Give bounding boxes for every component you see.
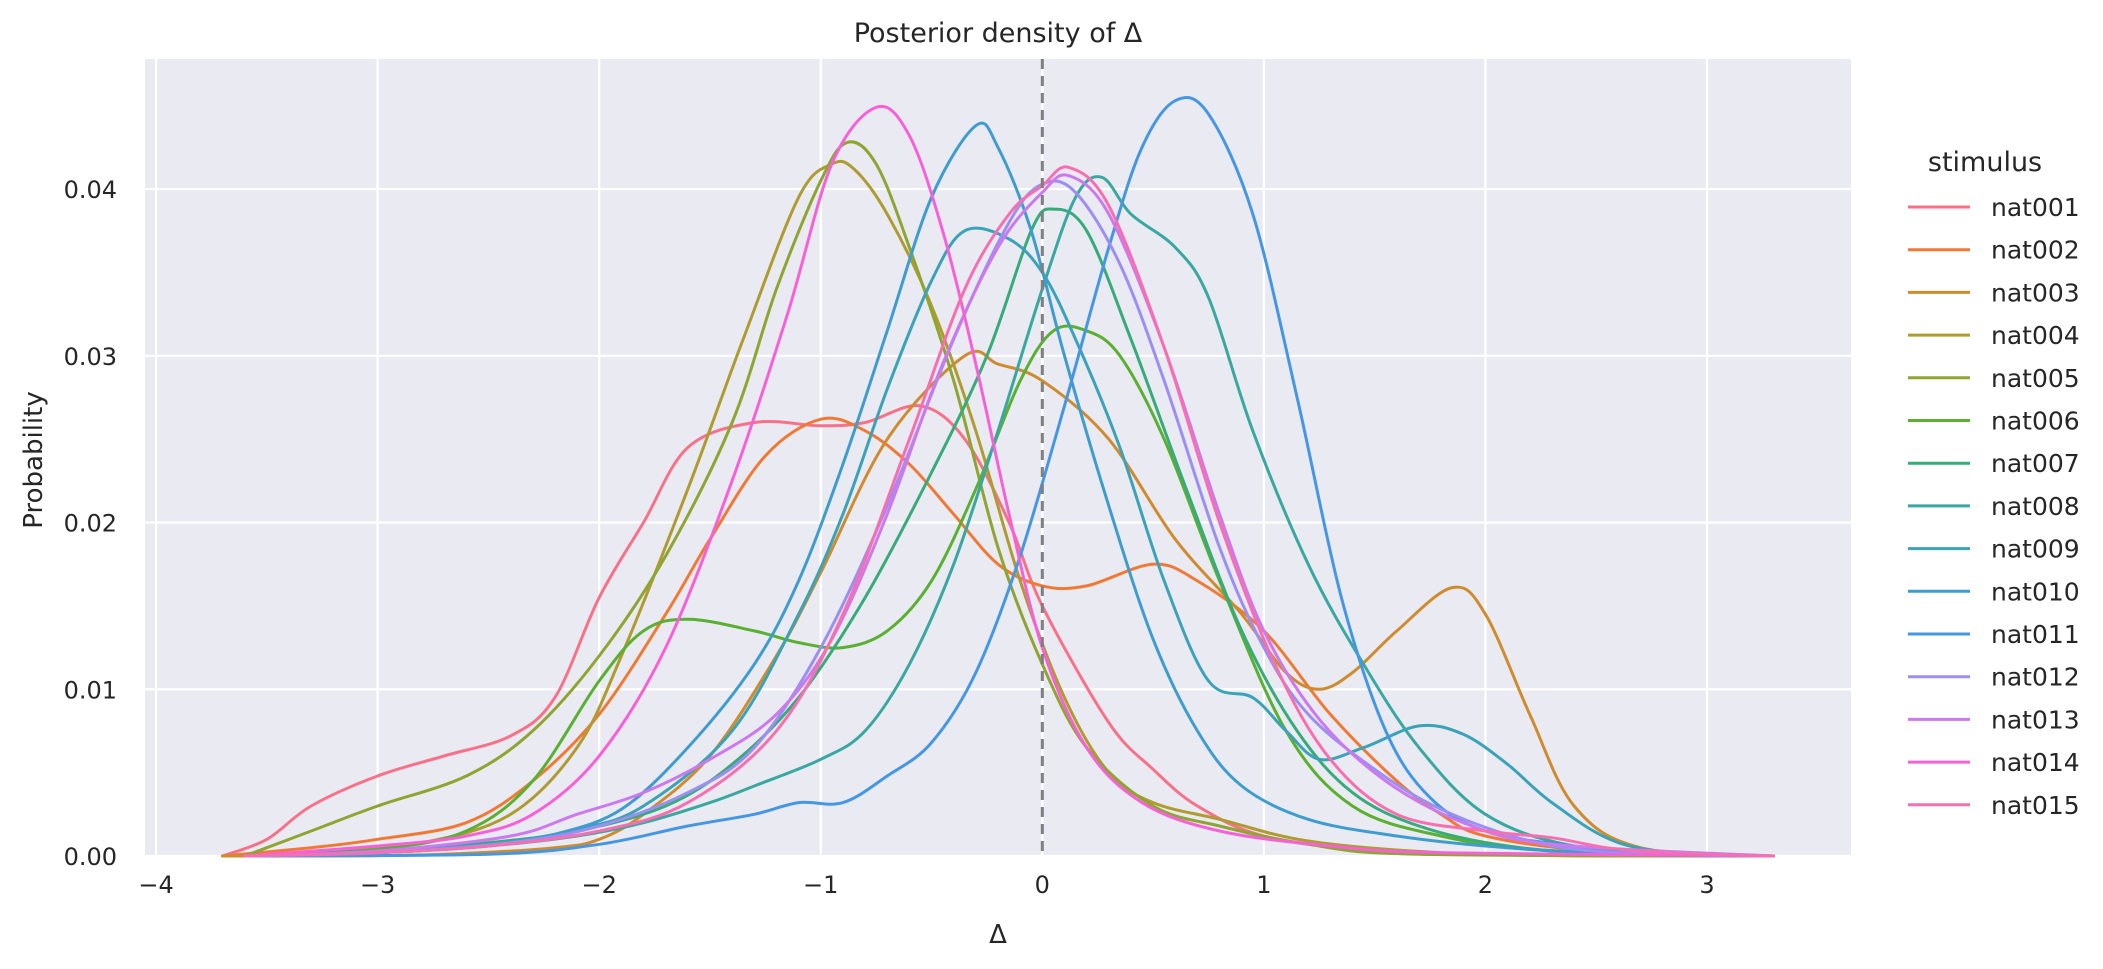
density-line-nat010	[243, 121, 1775, 858]
y-tick-labels: 0.00 0.01 0.02 0.03 0.04	[64, 176, 117, 871]
legend-label-nat006: nat006	[1991, 407, 2080, 436]
x-tick-label: −3	[360, 871, 395, 899]
legend-label-nat009: nat009	[1991, 535, 2080, 564]
legend-label-nat003: nat003	[1991, 278, 2080, 307]
x-tick-label: 1	[1256, 871, 1271, 899]
density-line-nat005	[243, 140, 1775, 858]
density-line-nat009	[243, 226, 1775, 858]
x-tick-label: 3	[1699, 871, 1714, 899]
legend-label-nat014: nat014	[1991, 748, 2080, 777]
y-tick-label: 0.03	[64, 343, 117, 371]
density-line-nat013	[243, 173, 1775, 858]
legend-label-nat002: nat002	[1991, 236, 2080, 265]
x-tick-label: 0	[1035, 871, 1050, 899]
density-line-nat011	[243, 95, 1775, 858]
legend-label-nat007: nat007	[1991, 449, 2080, 478]
legend: stimulus nat001 nat002 nat003 nat004 nat005 n…	[1908, 147, 2080, 820]
legend-label-nat013: nat013	[1991, 705, 2080, 734]
legend-label-nat015: nat015	[1991, 791, 2080, 820]
legend-label-nat010: nat010	[1991, 577, 2080, 606]
density-line-nat012	[243, 179, 1775, 858]
density-line-nat008	[243, 175, 1775, 858]
y-tick-label: 0.02	[64, 510, 117, 538]
density-line-nat006	[243, 324, 1775, 858]
y-axis-title: Probability	[19, 391, 49, 528]
x-tick-label: −2	[581, 871, 616, 899]
x-axis-title: Δ	[989, 920, 1007, 950]
legend-label-nat001: nat001	[1991, 193, 2080, 222]
density-curves	[221, 95, 1775, 858]
y-tick-label: 0.01	[64, 676, 117, 704]
legend-label-nat005: nat005	[1991, 364, 2080, 393]
legend-title: stimulus	[1928, 147, 2042, 178]
density-line-nat015	[243, 165, 1775, 858]
x-tick-label: −4	[138, 871, 173, 899]
x-tick-label: 2	[1478, 871, 1493, 899]
density-line-nat003	[221, 349, 1775, 858]
legend-label-nat008: nat008	[1991, 492, 2080, 521]
density-line-nat004	[243, 159, 1775, 858]
legend-label-nat012: nat012	[1991, 663, 2080, 692]
legend-label-nat011: nat011	[1991, 620, 2080, 649]
y-tick-label: 0.00	[64, 843, 117, 871]
plot-background	[145, 59, 1851, 856]
chart-title: Posterior density of Δ	[854, 18, 1143, 49]
density-line-nat014	[243, 104, 1775, 858]
x-tick-label: −1	[803, 871, 838, 899]
legend-label-nat004: nat004	[1991, 321, 2080, 350]
x-tick-labels: −4 −3 −2 −1 0 1 2 3	[138, 871, 1714, 899]
y-tick-label: 0.04	[64, 176, 117, 204]
